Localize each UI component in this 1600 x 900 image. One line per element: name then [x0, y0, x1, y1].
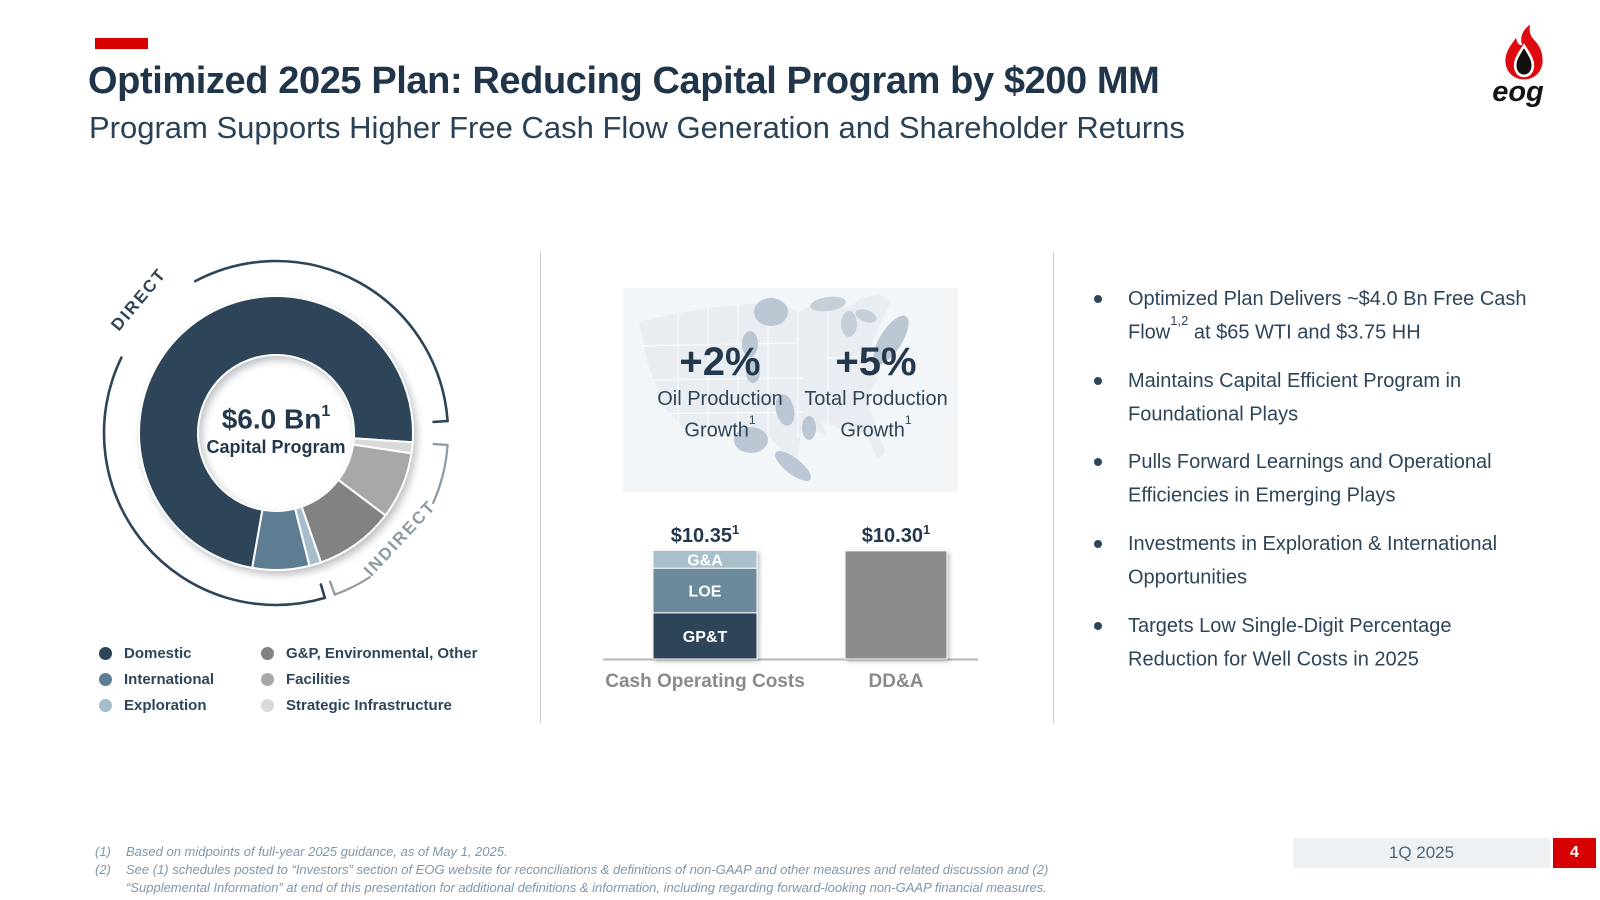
- accent-dash: [95, 38, 148, 49]
- total-production-growth-stat: +5% Total Production Growth1: [791, 340, 961, 444]
- donut-center-footnote-ref: 1: [321, 403, 331, 420]
- legend-item: Strategic Infrastructure: [261, 697, 477, 714]
- shale-play-blobs: [734, 298, 909, 481]
- bullet-text: at $65 WTI and $3.75 HH: [1188, 321, 1421, 344]
- section-divider-left: [540, 252, 541, 723]
- bar-segment-gp-t: [652, 612, 758, 660]
- footnote-1: (1) Based on midpoints of full-year 2025 …: [95, 843, 1135, 861]
- legend-dot-exploration: [99, 698, 112, 712]
- stat-footnote-ref: 1: [748, 413, 756, 427]
- us-map-panel: +2% Oil Production Growth1 +5% Total Pro…: [623, 288, 958, 492]
- legend-item: G&P, Environmental, Other: [261, 645, 477, 662]
- eog-flame-icon: [1505, 24, 1543, 80]
- state-borders: [639, 298, 891, 443]
- total-growth-value: +5%: [835, 340, 917, 384]
- bullet-text: Optimized Plan Delivers ~$4.0 Bn Free Ca…: [1128, 288, 1527, 344]
- bullet-text: Pulls Forward Learnings and Operational …: [1128, 451, 1492, 507]
- footnote-number: (1): [95, 844, 111, 859]
- donut-legend: Domestic International Exploration G&P, …: [99, 640, 477, 718]
- list-item: Investments in Exploration & Internation…: [1090, 531, 1530, 592]
- highlights-list: Optimized Plan Delivers ~$4.0 Bn Free Ca…: [1090, 286, 1530, 694]
- donut-center-value: $6.0 Bn1: [151, 398, 401, 435]
- bullet-dot: [1094, 376, 1102, 385]
- total-growth-label: Total Production Growth1: [791, 386, 961, 444]
- donut-segment-domestic: [138, 295, 414, 570]
- list-item: Targets Low Single-Digit Percentage Redu…: [1090, 613, 1530, 674]
- stat-label-text: Oil Production Growth: [657, 388, 783, 442]
- donut-center: $6.0 Bn1 Capital Program: [151, 398, 401, 459]
- oil-growth-label: Oil Production Growth1: [635, 386, 805, 444]
- legend-item: Domestic: [99, 645, 261, 662]
- section-divider-right: [1053, 252, 1054, 723]
- legend-label: Exploration: [124, 696, 207, 714]
- bracket-arc-direct: [102, 259, 449, 607]
- bar-total-label: $10.301: [862, 522, 930, 547]
- stat-footnote-ref: 1: [904, 413, 912, 427]
- eog-logo: eog: [1477, 24, 1559, 114]
- footnote-text: Based on midpoints of full-year 2025 gui…: [126, 844, 508, 859]
- bar-segment-dd-a: [844, 550, 948, 660]
- slide-title: Optimized 2025 Plan: Reducing Capital Pr…: [88, 60, 1160, 102]
- donut-center-label: Capital Program: [206, 437, 346, 458]
- legend-label: Strategic Infrastructure: [286, 696, 452, 714]
- legend-label: International: [124, 670, 215, 688]
- great-lakes: [810, 296, 877, 337]
- legend-dot-gp-environmental-other: [261, 646, 274, 660]
- slide-subtitle: Program Supports Higher Free Cash Flow G…: [89, 110, 1185, 145]
- legend-label: G&P, Environmental, Other: [286, 644, 478, 662]
- list-item: Optimized Plan Delivers ~$4.0 Bn Free Ca…: [1090, 286, 1530, 347]
- list-item: Pulls Forward Learnings and Operational …: [1090, 449, 1530, 510]
- footnotes: (1) Based on midpoints of full-year 2025 …: [95, 843, 1135, 897]
- bracket-arc-indirect: [328, 442, 449, 596]
- footnote-2: (2) See (1) schedules posted to “Investor…: [95, 861, 1135, 897]
- oil-growth-value: +2%: [679, 340, 761, 384]
- legend-dot-international: [99, 672, 112, 686]
- bar-category-label: DD&A: [869, 671, 924, 692]
- donut-segment-international: [251, 507, 311, 571]
- legend-item: Exploration: [99, 697, 261, 714]
- list-item: Maintains Capital Efficient Program in F…: [1090, 368, 1530, 429]
- us-map: [623, 288, 958, 492]
- legend-dot-domestic: [99, 646, 112, 660]
- unit-costs-bar-chart: GP&T LOE G&A $10.351 Cash Operating Costs $10…: [603, 522, 978, 692]
- bars-group: GP&T LOE G&A: [652, 549, 948, 660]
- donut-slices: [138, 295, 414, 571]
- legend-label: Facilities: [286, 670, 351, 688]
- legend-dot-strategic-infrastructure: [261, 698, 274, 712]
- stat-label-text: Total Production Growth: [804, 388, 948, 442]
- legend-dot-facilities: [261, 672, 274, 686]
- footnote-number: (2): [95, 862, 111, 877]
- legend-label: Domestic: [124, 644, 192, 662]
- bullet-dot: [1094, 621, 1102, 630]
- bullet-text: Investments in Exploration & Internation…: [1128, 532, 1498, 589]
- footer-period-label: 1Q 2025: [1388, 843, 1455, 862]
- footnote-text: See (1) schedules posted to “Investors” …: [126, 862, 1049, 895]
- bullet-text: Targets Low Single-Digit Percentage Redu…: [1128, 614, 1452, 671]
- bar-segment-label-loe: LOE: [689, 583, 722, 600]
- eog-logo-text: eog: [1492, 76, 1544, 108]
- bullet-dot: [1094, 539, 1102, 548]
- oil-production-growth-stat: +2% Oil Production Growth1: [635, 340, 805, 444]
- page-number-badge: 4: [1553, 838, 1596, 868]
- bullet-footnote-ref: 1,2: [1170, 313, 1189, 328]
- bar-segment-g-a: [652, 549, 758, 569]
- donut-center-amount: $6.0 Bn: [221, 403, 322, 435]
- bar-total-label: $10.351: [671, 522, 739, 547]
- capital-program-donut-chart: DIRECT INDIRECT $6.0 Bn1 Capital Program: [91, 248, 471, 628]
- arc-label-direct: DIRECT: [107, 265, 170, 335]
- bullet-dot: [1094, 295, 1102, 303]
- bar-category-label: Cash Operating Costs: [605, 671, 805, 692]
- bullet-dot: [1094, 458, 1102, 467]
- footer-period-bar: 1Q 2025: [1293, 838, 1550, 868]
- bar-segment-label-g-a: G&A: [687, 552, 723, 569]
- bar-segment-label-gp-t: GP&T: [683, 629, 728, 646]
- legend-item: Facilities: [261, 671, 477, 688]
- legend-item: International: [99, 671, 261, 688]
- bullet-text: Maintains Capital Efficient Program in F…: [1128, 369, 1462, 426]
